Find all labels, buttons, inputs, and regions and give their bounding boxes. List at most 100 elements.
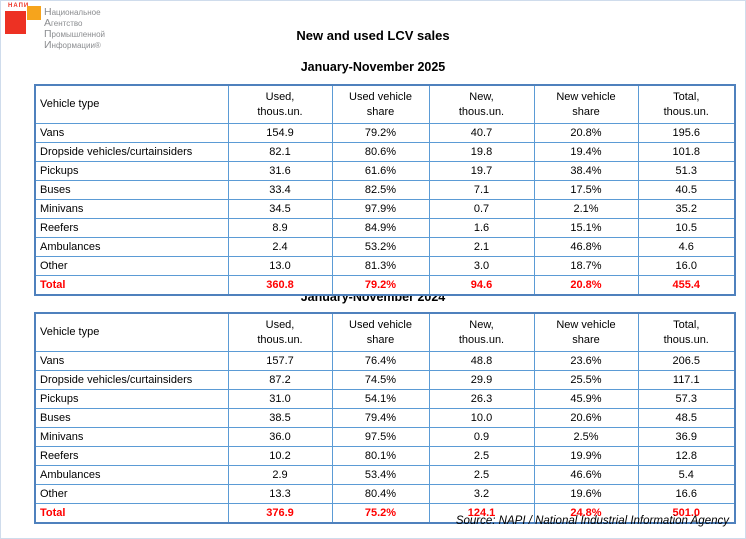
header-cell: New vehicle share <box>533 312 639 352</box>
sales-table-2024: Vehicle type Used, thous.un. Used vehicle sh… <box>34 312 736 524</box>
sales-table-2025: Vehicle type Used, thous.un. Used vehicle sh… <box>34 84 736 296</box>
value-cell: 19.7 <box>428 161 535 181</box>
value-cell: 2.5 <box>428 465 535 485</box>
row-label-cell: Dropside vehicles/curtainsiders <box>34 370 229 390</box>
logo-name-line: Информации® <box>44 39 101 51</box>
row-label-cell: Pickups <box>34 389 229 409</box>
header-cell: Total, thous.un. <box>637 84 736 124</box>
row-label-cell: Ambulances <box>34 237 229 257</box>
row-label-cell: Pickups <box>34 161 229 181</box>
data-row: Pickups 31.0 54.1% 26.3 45.9% 57.3 <box>34 389 736 409</box>
value-cell: 40.7 <box>428 123 535 143</box>
value-cell: 48.8 <box>428 351 535 371</box>
value-cell: 20.8% <box>533 275 639 296</box>
value-cell: 97.9% <box>331 199 430 219</box>
value-cell: 195.6 <box>637 123 736 143</box>
value-cell: 34.5 <box>227 199 333 219</box>
value-cell: 13.0 <box>227 256 333 276</box>
row-label-cell: Dropside vehicles/curtainsiders <box>34 142 229 162</box>
value-cell: 36.9 <box>637 427 736 447</box>
value-cell: 19.8 <box>428 142 535 162</box>
value-cell: 23.6% <box>533 351 639 371</box>
row-label-cell: Ambulances <box>34 465 229 485</box>
value-cell: 124.1 <box>428 503 535 524</box>
value-cell: 54.1% <box>331 389 430 409</box>
row-label-cell: Minivans <box>34 199 229 219</box>
value-cell: 35.2 <box>637 199 736 219</box>
data-row: Reefers 10.2 80.1% 2.5 19.9% 12.8 <box>34 446 736 466</box>
value-cell: 29.9 <box>428 370 535 390</box>
value-cell: 31.6 <box>227 161 333 181</box>
data-row: Other 13.0 81.3% 3.0 18.7% 16.0 <box>34 256 736 276</box>
value-cell: 18.7% <box>533 256 639 276</box>
value-cell: 16.6 <box>637 484 736 504</box>
value-cell: 80.4% <box>331 484 430 504</box>
data-row: Vans 154.9 79.2% 40.7 20.8% 195.6 <box>34 123 736 143</box>
source-note: Source: NAPI / National Industrial Infor… <box>455 515 729 527</box>
header-row: Vehicle type Used, thous.un. Used vehicle sh… <box>34 84 736 124</box>
value-cell: 31.0 <box>227 389 333 409</box>
value-cell: 75.2% <box>331 503 430 524</box>
value-cell: 2.1 <box>428 237 535 257</box>
header-cell: Vehicle type <box>34 312 229 352</box>
napi-wordmark: НАПИ <box>8 3 30 9</box>
row-label-cell: Total <box>34 275 229 296</box>
value-cell: 48.5 <box>637 408 736 428</box>
data-row: Ambulances 2.9 53.4% 2.5 46.6% 5.4 <box>34 465 736 485</box>
row-label-cell: Buses <box>34 408 229 428</box>
value-cell: 2.1% <box>533 199 639 219</box>
data-row: Dropside vehicles/curtainsiders 87.2 74.5%… <box>34 370 736 390</box>
value-cell: 17.5% <box>533 180 639 200</box>
value-cell: 74.5% <box>331 370 430 390</box>
value-cell: 10.2 <box>227 446 333 466</box>
value-cell: 36.0 <box>227 427 333 447</box>
value-cell: 20.6% <box>533 408 639 428</box>
page-title: New and used LCV sales <box>296 28 450 43</box>
row-label-cell: Other <box>34 484 229 504</box>
table-subtitle-2025: January-November 2025 <box>300 60 446 74</box>
row-label-cell: Buses <box>34 180 229 200</box>
value-cell: 79.4% <box>331 408 430 428</box>
data-row: Minivans 34.5 97.9% 0.7 2.1% 35.2 <box>34 199 736 219</box>
value-cell: 61.6% <box>331 161 430 181</box>
row-label-cell: Vans <box>34 123 229 143</box>
value-cell: 53.4% <box>331 465 430 485</box>
value-cell: 97.5% <box>331 427 430 447</box>
header-cell: New, thous.un. <box>428 84 535 124</box>
logo-agency-name: Национальное Агентство Промышленной Инфо… <box>44 7 105 51</box>
value-cell: 2.5% <box>533 427 639 447</box>
value-cell: 0.7 <box>428 199 535 219</box>
total-row: Total 376.9 75.2% 124.1 24.8% 501.0 <box>34 503 736 524</box>
data-row: Dropside vehicles/curtainsiders 82.1 80.6%… <box>34 142 736 162</box>
data-row: Pickups 31.6 61.6% 19.7 38.4% 51.3 <box>34 161 736 181</box>
value-cell: 84.9% <box>331 218 430 238</box>
value-cell: 19.9% <box>533 446 639 466</box>
value-cell: 45.9% <box>533 389 639 409</box>
row-label-cell: Total <box>34 503 229 524</box>
value-cell: 46.6% <box>533 465 639 485</box>
value-cell: 38.5 <box>227 408 333 428</box>
value-cell: 1.6 <box>428 218 535 238</box>
value-cell: 76.4% <box>331 351 430 371</box>
value-cell: 8.9 <box>227 218 333 238</box>
value-cell: 3.0 <box>428 256 535 276</box>
data-row: Buses 38.5 79.4% 10.0 20.6% 48.5 <box>34 408 736 428</box>
value-cell: 46.8% <box>533 237 639 257</box>
value-cell: 87.2 <box>227 370 333 390</box>
data-row: Minivans 36.0 97.5% 0.9 2.5% 36.9 <box>34 427 736 447</box>
value-cell: 12.8 <box>637 446 736 466</box>
data-row: Ambulances 2.4 53.2% 2.1 46.8% 4.6 <box>34 237 736 257</box>
logo-orange-square-icon <box>27 6 41 20</box>
value-cell: 57.3 <box>637 389 736 409</box>
header-cell: New vehicle share <box>533 84 639 124</box>
value-cell: 94.6 <box>428 275 535 296</box>
row-label-cell: Minivans <box>34 427 229 447</box>
logo-name-line: Агентство <box>44 17 83 29</box>
value-cell: 10.5 <box>637 218 736 238</box>
value-cell: 2.5 <box>428 446 535 466</box>
value-cell: 19.6% <box>533 484 639 504</box>
value-cell: 81.3% <box>331 256 430 276</box>
row-label-cell: Reefers <box>34 446 229 466</box>
data-row: Other 13.3 80.4% 3.2 19.6% 16.6 <box>34 484 736 504</box>
